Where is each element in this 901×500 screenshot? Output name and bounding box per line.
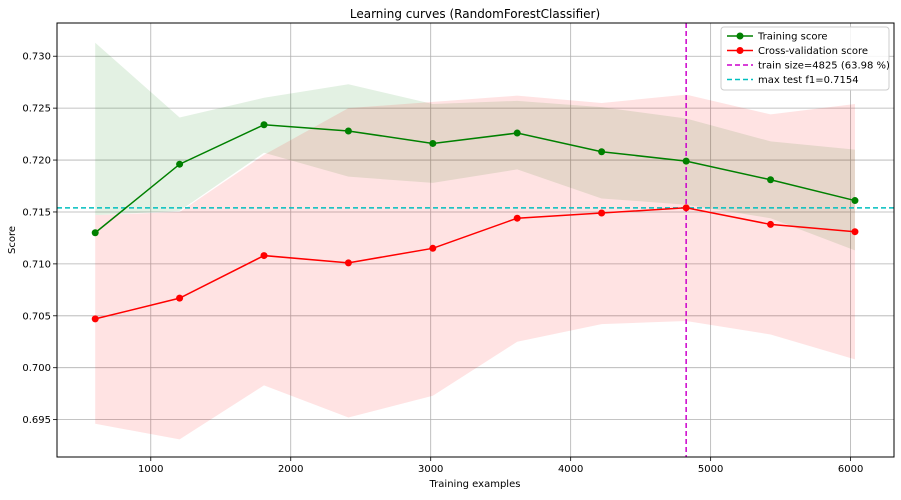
cross-validation-point: [513, 214, 521, 222]
x-tick-label: 4000: [558, 464, 583, 475]
cross-validation-point: [598, 209, 606, 217]
training-point: [260, 121, 268, 129]
training-point: [598, 148, 606, 156]
cross-validation-point: [767, 220, 775, 228]
x-tick-label: 6000: [838, 464, 863, 475]
x-tick-label: 5000: [698, 464, 723, 475]
band-cross-validation: [95, 94, 855, 440]
y-tick-label: 0.715: [22, 207, 51, 218]
tick-layer: 1000 2000 3000 4000 5000 6000 0.695 0.700 0.705 0…: [22, 52, 863, 475]
y-tick-label: 0.700: [22, 363, 51, 374]
cross-validation-point: [176, 294, 184, 302]
training-point: [513, 129, 521, 137]
cross-validation-point: [344, 259, 352, 267]
training-point: [682, 157, 690, 165]
training-point: [344, 127, 352, 135]
training-point: [429, 139, 437, 147]
cross-validation-point: [851, 228, 859, 236]
y-tick-label: 0.705: [22, 311, 51, 322]
x-axis-label: Training examples: [429, 479, 521, 490]
x-tick-label: 3000: [418, 464, 443, 475]
legend-label-train-size: train size=4825 (63.98 %): [758, 61, 890, 72]
training-point: [176, 160, 184, 168]
legend: Training score Cross-validation score trai…: [720, 26, 890, 91]
reference-lines-layer: [57, 23, 894, 457]
cross-validation-point: [429, 244, 437, 252]
training-line: [94, 123, 856, 234]
band-layer: [95, 42, 855, 440]
x-tick-label: 2000: [278, 464, 303, 475]
cross-validation-line: [95, 207, 856, 320]
y-axis-label: Score: [7, 226, 18, 254]
legend-marker-cross-validation: [736, 47, 744, 54]
training-point: [91, 229, 99, 237]
y-tick-label: 0.725: [22, 104, 51, 115]
cross-validation-point: [260, 252, 268, 260]
plot-frame: [56, 22, 895, 458]
y-tick-label: 0.695: [22, 415, 51, 426]
band-training: [95, 42, 855, 251]
x-tick-label: 1000: [138, 464, 163, 475]
legend-label-max-test-f1: max test f1=0.7154: [758, 75, 859, 86]
legend-label-cross-validation: Cross-validation score: [758, 46, 868, 57]
legend-marker-training: [736, 32, 744, 40]
y-tick-label: 0.720: [22, 156, 51, 167]
legend-box: [720, 26, 890, 91]
y-tick-label: 0.730: [22, 52, 51, 63]
cross-validation-point: [91, 315, 99, 323]
chart-title: Learning curves (RandomForestClassifier): [350, 7, 600, 21]
training-point: [767, 176, 775, 184]
y-tick-label: 0.710: [22, 259, 51, 270]
cross-validation-point: [682, 204, 690, 212]
legend-label-training: Training score: [757, 32, 828, 43]
training-point: [851, 197, 859, 205]
series-layer: [91, 121, 859, 323]
